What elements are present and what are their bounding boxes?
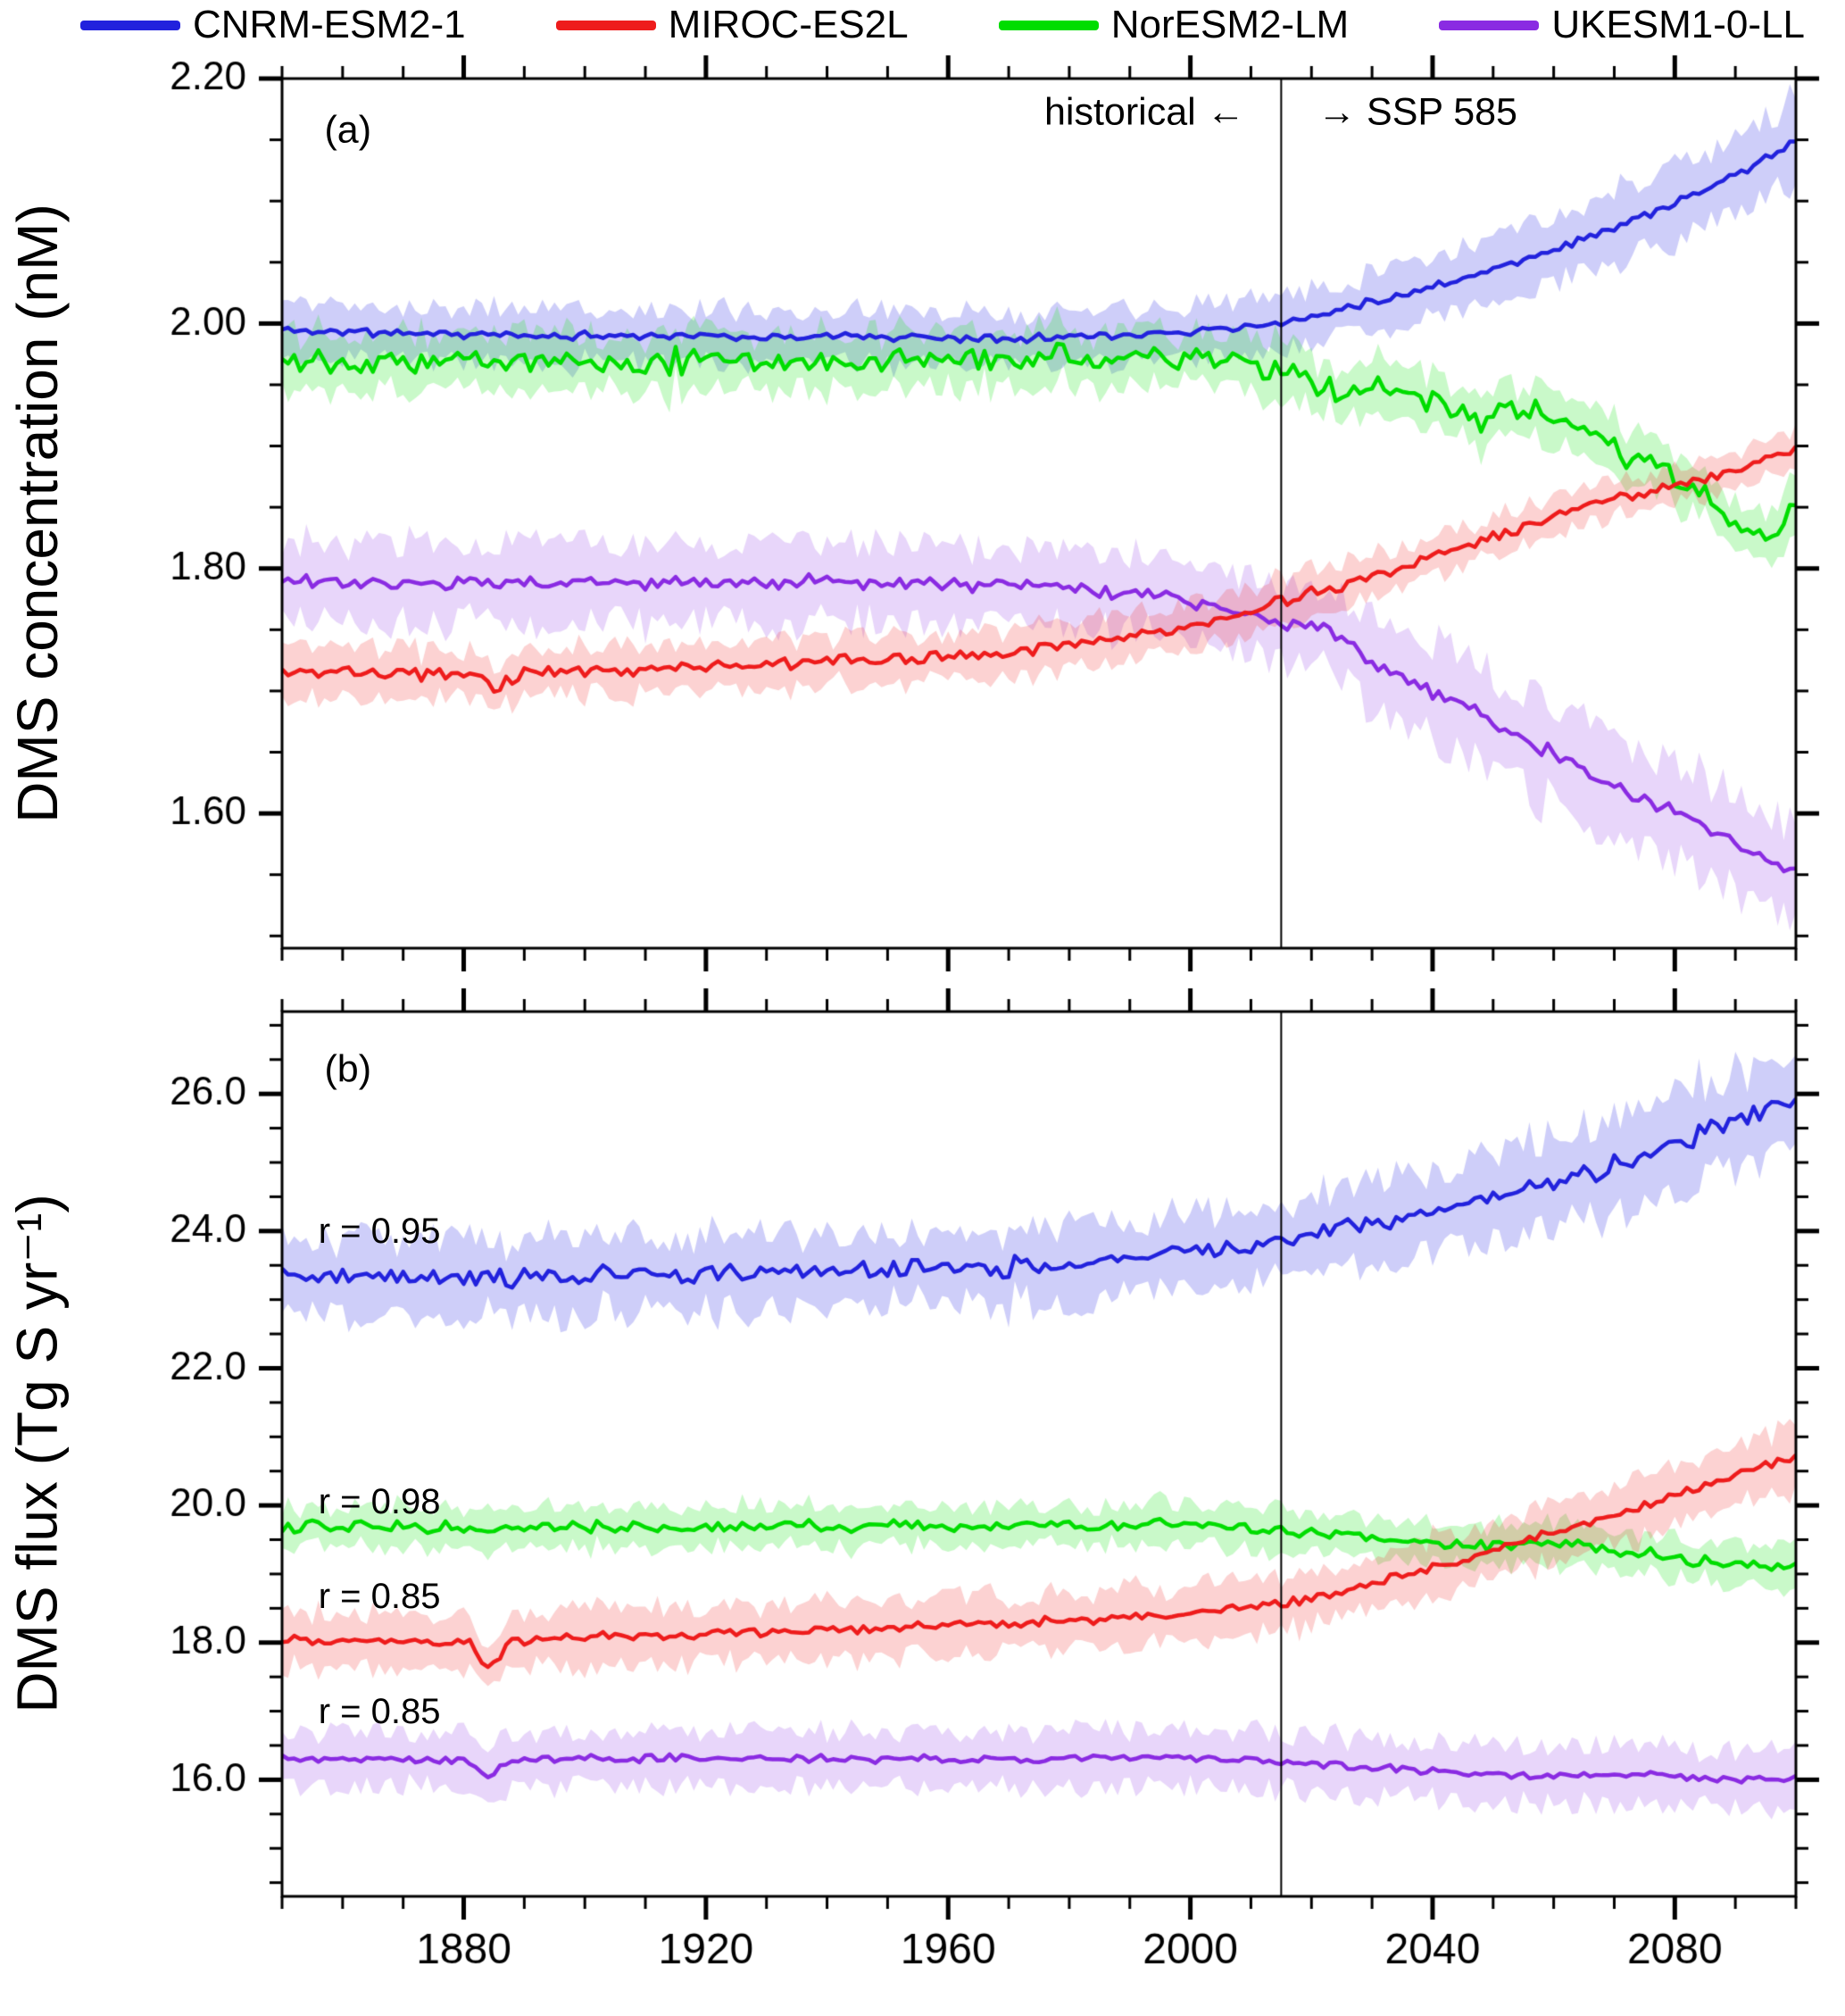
- correlation-label-miroc: r = 0.85: [318, 1576, 441, 1616]
- correlation-label-noresm: r = 0.98: [318, 1482, 441, 1522]
- y-axis-title-dms-flux: DMS flux (Tg S yr⁻¹): [4, 1194, 70, 1713]
- legend-item-miroc-es2l: MIROC-ES2L: [555, 3, 909, 46]
- legend-line-swatch-cnrm: [80, 20, 180, 30]
- legend-label-noresm: NorESM2-LM: [1110, 3, 1350, 46]
- legend-item-noresm2-lm: NorESM2-LM: [998, 3, 1350, 46]
- legend: CNRM-ESM2-1 MIROC-ES2L NorESM2-LM UKESM1…: [80, 2, 1805, 48]
- legend-line-swatch-miroc: [555, 20, 656, 30]
- legend-line-swatch-ukesm: [1439, 20, 1540, 30]
- legend-label-cnrm: CNRM-ESM2-1: [193, 3, 466, 46]
- panel-b-label: (b): [324, 1047, 372, 1091]
- legend-item-ukesm1-0-ll: UKESM1-0-LL: [1439, 5, 1805, 45]
- correlation-label-ukesm: r = 0.85: [318, 1691, 441, 1731]
- ssp585-scenario-label: → SSP 585: [1317, 90, 1517, 134]
- historical-period-label: historical ←: [1044, 90, 1245, 134]
- legend-label-miroc: MIROC-ES2L: [668, 3, 909, 46]
- legend-label-ukesm: UKESM1-0-LL: [1551, 3, 1805, 46]
- legend-item-cnrm-esm2-1: CNRM-ESM2-1: [80, 5, 466, 45]
- legend-line-swatch-noresm: [998, 20, 1099, 30]
- correlation-label-cnrm: r = 0.95: [318, 1211, 441, 1251]
- y-axis-title-dms-concentration: DMS concentration (nM): [5, 204, 70, 823]
- panel-a-label: (a): [324, 108, 372, 152]
